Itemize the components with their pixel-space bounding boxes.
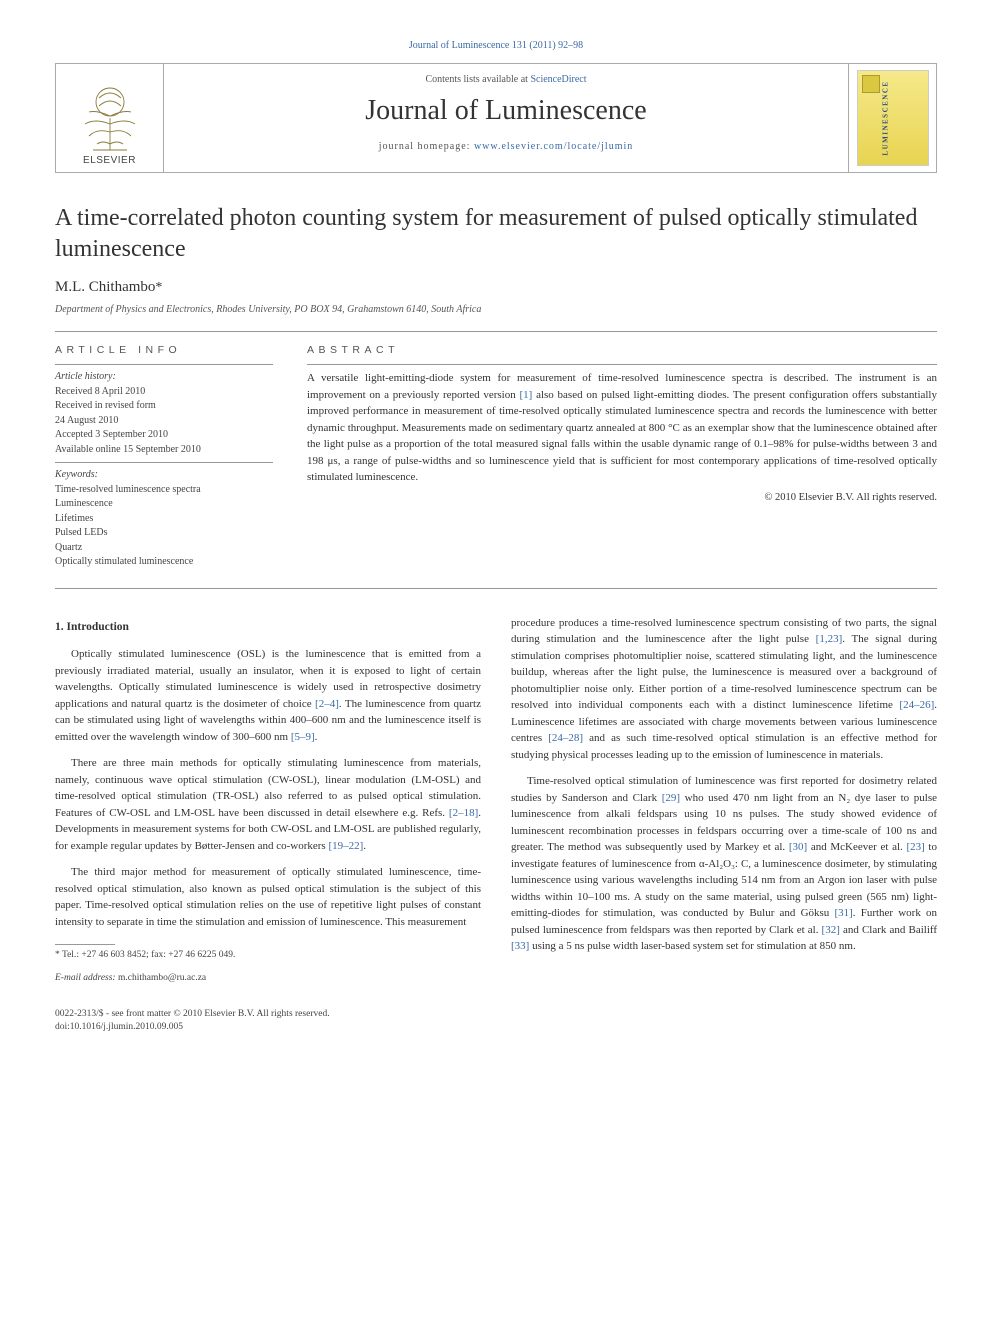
journal-homepage-line: journal homepage: www.elsevier.com/locat… (184, 141, 828, 152)
sciencedirect-link[interactable]: ScienceDirect (530, 74, 586, 85)
history-accepted: Accepted 3 September 2010 (55, 428, 273, 443)
abstract-column: ABSTRACT A versatile light-emitting-diod… (307, 344, 937, 570)
info-rule-2 (55, 462, 273, 463)
ref-link[interactable]: [24–26] (899, 699, 934, 711)
issue-link[interactable]: Journal of Luminescence 131 (2011) 92–98 (55, 40, 937, 51)
corresponding-footnote: * Tel.: +27 46 603 8452; fax: +27 46 622… (55, 949, 481, 962)
keyword-list: Time-resolved luminescence spectra Lumin… (55, 483, 273, 570)
abstract-rule (307, 364, 937, 365)
cover-thumbnail-mark (862, 75, 880, 93)
section-1-heading: 1. Introduction (55, 619, 481, 636)
ref-link[interactable]: [23] (906, 841, 924, 853)
email-label: E-mail address: (55, 973, 116, 983)
article-history-block: Article history: Received 8 April 2010 R… (55, 370, 273, 457)
abstract-copyright: © 2010 Elsevier B.V. All rights reserved… (307, 492, 937, 503)
keyword: Lifetimes (55, 512, 273, 527)
abstract-ref-1[interactable]: [1] (520, 389, 533, 401)
author-line: M.L. Chithambo* (55, 279, 937, 296)
journal-header: ELSEVIER Contents lists available at Sci… (55, 63, 937, 173)
body-paragraph-5: Time-resolved optical stimulation of lum… (511, 773, 937, 955)
issn-line: 0022-2313/$ - see front matter © 2010 El… (55, 1008, 481, 1021)
history-label: Article history: (55, 370, 273, 385)
homepage-link[interactable]: www.elsevier.com/locate/jlumin (474, 141, 633, 152)
elsevier-tree-icon (75, 80, 145, 152)
history-online: Available online 15 September 2010 (55, 443, 273, 458)
journal-header-center: Contents lists available at ScienceDirec… (164, 64, 848, 172)
history-revised-1: Received in revised form (55, 399, 273, 414)
left-column-footer: * Tel.: +27 46 603 8452; fax: +27 46 622… (55, 944, 481, 1034)
email-address: m.chithambo@ru.ac.za (118, 973, 206, 983)
journal-cover: LUMINESCENCE (857, 70, 929, 166)
body-paragraph-4: procedure produces a time-resolved lumin… (511, 615, 937, 764)
keyword: Pulsed LEDs (55, 526, 273, 541)
ref-link[interactable]: [2–18] (449, 807, 478, 819)
body-paragraph-1: Optically stimulated luminescence (OSL) … (55, 646, 481, 745)
body-paragraph-2: There are three main methods for optical… (55, 755, 481, 854)
abstract-header: ABSTRACT (307, 344, 937, 356)
ref-link[interactable]: [33] (511, 940, 529, 952)
ref-link[interactable]: [1,23] (816, 633, 843, 645)
email-footnote: E-mail address: m.chithambo@ru.ac.za (55, 972, 481, 985)
keywords-block: Keywords: Time-resolved luminescence spe… (55, 468, 273, 570)
ref-link[interactable]: [32] (822, 924, 840, 936)
journal-name: Journal of Luminescence (184, 95, 828, 127)
ref-link[interactable]: [30] (789, 841, 807, 853)
ref-link[interactable]: [29] (662, 792, 680, 804)
homepage-prefix: journal homepage: (379, 141, 474, 152)
affiliation: Department of Physics and Electronics, R… (55, 304, 937, 315)
top-rule (55, 331, 937, 332)
history-received: Received 8 April 2010 (55, 385, 273, 400)
body-columns: 1. Introduction Optically stimulated lum… (55, 615, 937, 1034)
footer-meta: 0022-2313/$ - see front matter © 2010 El… (55, 1008, 481, 1035)
body-paragraph-3: The third major method for measurement o… (55, 864, 481, 930)
keyword: Optically stimulated luminescence (55, 555, 273, 570)
keyword: Quartz (55, 541, 273, 556)
journal-cover-box: LUMINESCENCE (848, 64, 936, 172)
doi-line: doi:10.1016/j.jlumin.2010.09.005 (55, 1021, 481, 1034)
info-abstract-bottom-rule (55, 588, 937, 589)
ref-link[interactable]: [19–22] (328, 840, 363, 852)
abstract-text: A versatile light-emitting-diode system … (307, 370, 937, 486)
keywords-label: Keywords: (55, 468, 273, 483)
ref-link[interactable]: [24–28] (548, 732, 583, 744)
info-rule-1 (55, 364, 273, 365)
ref-link[interactable]: [31] (834, 907, 852, 919)
history-revised-2: 24 August 2010 (55, 414, 273, 429)
footnote-rule (55, 944, 115, 945)
keyword: Time-resolved luminescence spectra (55, 483, 273, 498)
ref-link[interactable]: [5–9] (291, 731, 315, 743)
corresponding-mark: * (155, 280, 162, 295)
publisher-name: ELSEVIER (83, 155, 136, 166)
author-name: M.L. Chithambo (55, 279, 155, 295)
info-abstract-row: ARTICLE INFO Article history: Received 8… (55, 344, 937, 570)
publisher-logo-box: ELSEVIER (56, 64, 164, 172)
article-info-column: ARTICLE INFO Article history: Received 8… (55, 344, 273, 570)
article-title: A time-correlated photon counting system… (55, 203, 937, 265)
contents-prefix: Contents lists available at (425, 74, 530, 85)
keyword: Luminescence (55, 497, 273, 512)
contents-line: Contents lists available at ScienceDirec… (184, 74, 828, 85)
abstract-part-2: also based on pulsed light-emitting diod… (307, 389, 937, 484)
article-info-header: ARTICLE INFO (55, 344, 273, 356)
ref-link[interactable]: [2–4] (315, 698, 339, 710)
issue-link-text: Journal of Luminescence 131 (2011) 92–98 (409, 40, 583, 51)
cover-spine-title: LUMINESCENCE (882, 80, 890, 155)
